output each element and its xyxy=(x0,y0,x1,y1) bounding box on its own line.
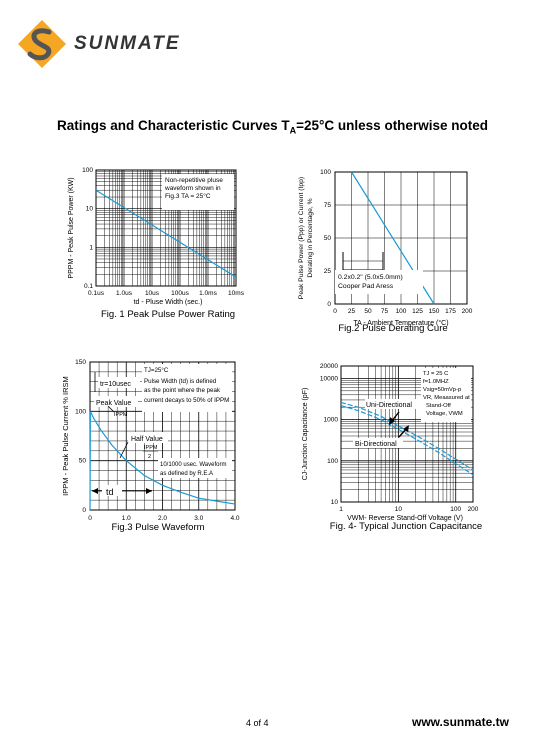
fig3-y-tick: 150 xyxy=(75,359,86,366)
fig4-y-tick: 20000 xyxy=(320,363,338,370)
fig2-note-1: 0.2x0.2" (5.0x5.0mm) xyxy=(338,274,403,281)
website-url: www.sunmate.tw xyxy=(412,715,509,729)
fig4-y-tick: 10 xyxy=(331,499,339,506)
fig3-wave-note-1: 10/1000 usec. Waveform xyxy=(160,462,226,468)
fig3-peak-label: Peak Value xyxy=(96,400,131,407)
fig2-x-tick: 175 xyxy=(445,308,456,315)
fig4-series-bi xyxy=(340,404,474,476)
fig4-x-tick: 10 xyxy=(395,506,403,513)
fig4-chart: TJ = 25 C f=1.0MHZ Vsig=50mVp-p VR, Meaa… xyxy=(302,363,479,522)
fig1-y-tick: 1 xyxy=(89,244,93,251)
fig1-note-2: waveform shown in xyxy=(164,185,221,192)
fig1-x-tick: 1.0us xyxy=(116,290,133,297)
fig2-x-tick: 50 xyxy=(364,308,372,315)
fig1-ylabel: PPPM - Peak Pulse Power (KW) xyxy=(68,177,75,278)
fig3-td-marker xyxy=(92,485,152,496)
fig1-x-tick: 100us xyxy=(171,290,189,297)
fig2-y-tick: 75 xyxy=(324,202,332,209)
sunmate-logo: SUNMATE xyxy=(18,20,181,68)
fig3-td-label: td xyxy=(106,487,114,497)
fig4-uni-label: Uni-Directional xyxy=(366,402,412,409)
fig1-note-3: Fig.3 TA = 25°C xyxy=(165,192,211,200)
fig3-x-tick: 2.0 xyxy=(158,515,167,522)
fig4-note-2: f=1.0MHZ xyxy=(423,379,449,385)
fig4-note-3: Vsig=50mVp-p xyxy=(423,387,461,393)
fig4-y-tick: 1000 xyxy=(324,417,339,424)
fig1-x-tick: 0.1us xyxy=(88,290,105,297)
fig1-y-tick: 100 xyxy=(82,167,93,174)
fig3-note-2: Pulse Width (td) is defined xyxy=(144,378,217,385)
fig4-bi-label: Bi-Directional xyxy=(355,441,397,448)
fig2-ylabel-1: Peak Pulse Power (Ppp) or Current (Ipp) xyxy=(298,177,305,299)
fig4-xlabel: VWM- Reverse Stand-Off Voltage (V) xyxy=(347,515,463,522)
fig2-y-tick: 0 xyxy=(327,301,331,308)
fig3-peak-sub: IPPM xyxy=(114,412,128,418)
page-heading: Ratings and Characteristic Curves TA=25°… xyxy=(57,118,488,136)
fig2-caption: Fig.2 Pulse Derating Cure xyxy=(338,323,448,334)
fig1-x-tick: 1.0ms xyxy=(199,290,217,297)
fig4-x-tick: 200 xyxy=(468,506,479,513)
fig2-xlabel: TA - Ambient Temperature (°C) xyxy=(353,319,448,327)
fig3-ylabel: IPPM - Peak Pulse Current % IRSM xyxy=(61,376,70,496)
fig1-chart: Non-repetitive pluse waveform shown in F… xyxy=(68,167,245,306)
fig4-note-6: Voltage, VWM xyxy=(426,411,463,417)
fig4-y-tick: 10000 xyxy=(320,375,338,382)
logo-mark xyxy=(18,20,66,68)
fig2-pad-drawing xyxy=(342,252,384,271)
fig2-y-tick: 25 xyxy=(324,268,332,275)
fig4-ylabel: CJ-Junction Capacitance (pF) xyxy=(302,388,309,481)
fig3-wave-note-2: as defined by R.E.A xyxy=(160,471,213,477)
fig3-note-1: TJ=25°C xyxy=(144,367,169,374)
logo-wordmark: SUNMATE xyxy=(74,33,181,54)
fig2-y-tick: 50 xyxy=(324,235,332,242)
fig2-note-2: Cooper Pad Aress xyxy=(338,283,394,290)
fig3-x-tick: 4.0 xyxy=(230,515,239,522)
fig4-note-5: Stand-Off xyxy=(426,403,451,409)
fig1-caption: Fig. 1 Peak Pulse Power Rating xyxy=(100,309,236,320)
fig3-caption: Fig.3 Pulse Waveform xyxy=(111,522,205,533)
fig3-series-line xyxy=(89,411,236,511)
fig4-note-1: TJ = 25 C xyxy=(423,371,448,377)
fig4-x-tick: 1 xyxy=(339,506,343,513)
fig4-caption: Fig. 4- Typical Junction Capacitance xyxy=(329,521,483,532)
fig4-note-4: VR, Meaasured at xyxy=(423,395,470,401)
fig2-chart: 0.2x0.2" (5.0x5.0mm) Cooper Pad Aress 0 2… xyxy=(298,169,473,327)
fig1-y-tick: 10 xyxy=(86,206,94,213)
fig4-x-tick: 100 xyxy=(450,506,461,513)
fig2-x-tick: 25 xyxy=(348,308,356,315)
fig4-y-tick: 100 xyxy=(327,458,338,465)
fig1-note-1: Non-repetitive pluse xyxy=(165,177,223,184)
fig2-x-tick: 75 xyxy=(381,308,389,315)
fig1-y-tick: 0.1 xyxy=(84,283,93,290)
fig1-x-tick: 10ms xyxy=(228,290,245,297)
fig3-half-sub: IPPM xyxy=(144,445,158,451)
fig3-note-4: current decays to 50% of IPPM xyxy=(144,397,229,404)
fig1-series-line xyxy=(95,189,237,278)
fig3-y-tick: 0 xyxy=(82,507,86,514)
fig3-y-tick: 100 xyxy=(75,408,86,415)
fig2-x-tick: 200 xyxy=(462,308,473,315)
fig3-x-tick: 1.0 xyxy=(122,515,131,522)
fig3-y-tick: 50 xyxy=(79,458,87,465)
fig3-half-den: 2 xyxy=(148,454,151,460)
fig3-chart: TJ=25°C Pulse Width (td) is defined as t… xyxy=(61,359,240,522)
fig2-x-tick: 100 xyxy=(396,308,407,315)
fig2-x-tick: 0 xyxy=(333,308,337,315)
fig2-y-tick: 100 xyxy=(320,169,331,176)
page-number: 4 of 4 xyxy=(246,718,269,728)
fig3-tr-label: tr=10usec xyxy=(100,381,131,388)
fig1-x-tick: 10us xyxy=(145,290,160,297)
fig2-x-tick: 150 xyxy=(429,308,440,315)
fig3-x-tick: 3.0 xyxy=(194,515,203,522)
fig1-xlabel: td - Pluse Width (sec.) xyxy=(134,299,203,306)
fig3-note-3: as the point where the peak xyxy=(144,387,221,394)
fig2-x-tick: 125 xyxy=(412,308,423,315)
fig3-half-label: Half Value xyxy=(131,436,163,443)
fig2-ylabel-2: Derating in Percentage, % xyxy=(307,198,314,277)
fig3-x-tick: 0 xyxy=(88,515,92,522)
